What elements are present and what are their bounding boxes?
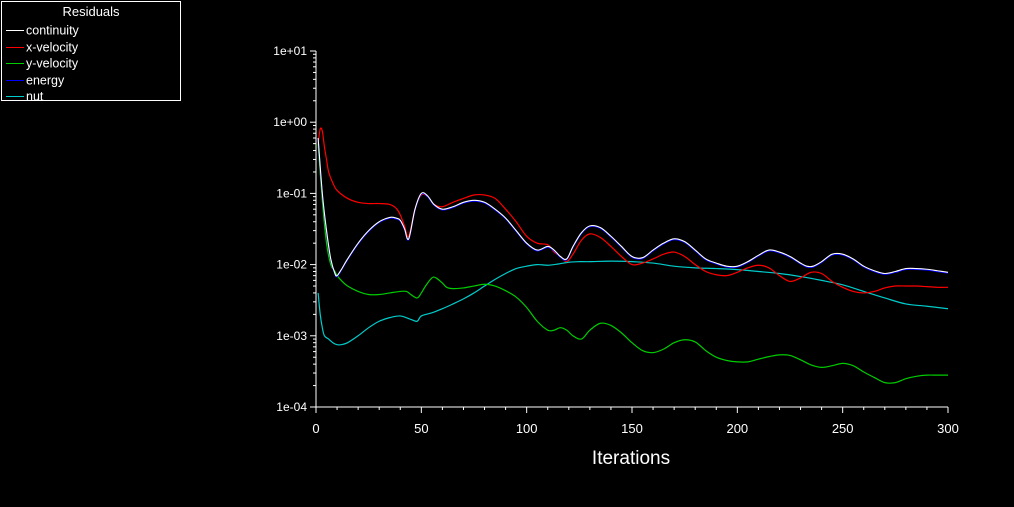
x-tick-label: 150 (621, 421, 643, 436)
legend-swatch-energy (6, 80, 24, 82)
x-tick-label: 50 (414, 421, 428, 436)
legend-label: continuity (26, 23, 79, 38)
legend-label: x-velocity (26, 40, 79, 55)
legend-item-x-velocity: x-velocity (6, 39, 78, 55)
legend-title: Residuals (62, 4, 120, 19)
x-tick-label: 250 (832, 421, 854, 436)
legend-swatch-nut (6, 96, 24, 98)
y-tick-label: 1e-03 (276, 329, 307, 343)
legend-item-energy: energy (6, 72, 64, 88)
x-tick-label: 0 (312, 421, 319, 436)
legend-label: y-velocity (26, 56, 79, 71)
legend-swatch-y-velocity (6, 63, 24, 65)
legend-item-y-velocity: y-velocity (6, 55, 78, 71)
legend-swatch-x-velocity (6, 47, 24, 49)
y-tick-label: 1e-04 (276, 400, 307, 414)
y-tick-label: 1e-02 (276, 258, 307, 272)
y-tick-label: 1e+00 (273, 115, 307, 129)
x-tick-label: 300 (937, 421, 959, 436)
series-line-energy (317, 138, 949, 278)
series-line-x-velocity (317, 127, 949, 294)
legend: Residuals continuity x-velocity y-veloci… (1, 1, 181, 104)
x-tick-label: 100 (516, 421, 538, 436)
series-layer (317, 127, 949, 384)
legend-label: energy (26, 73, 65, 88)
legend-label: nut (26, 89, 44, 104)
x-axis-label: Iterations (592, 448, 670, 469)
y-tick-label: 1e+01 (273, 44, 307, 58)
legend-swatch-continuity (6, 30, 24, 32)
x-tick-label: 200 (726, 421, 748, 436)
axes: 1e-04 1e-03 1e-02 1e-01 1e+00 1e+01 0 50 100 150 2… (273, 44, 959, 436)
series-line-nut (317, 260, 949, 346)
series-line-continuity (317, 137, 949, 277)
series-line-y-velocity (317, 143, 948, 384)
y-tick-label: 1e-01 (276, 186, 307, 200)
legend-item-continuity: continuity (6, 22, 79, 38)
legend-item-nut: nut (6, 88, 43, 104)
